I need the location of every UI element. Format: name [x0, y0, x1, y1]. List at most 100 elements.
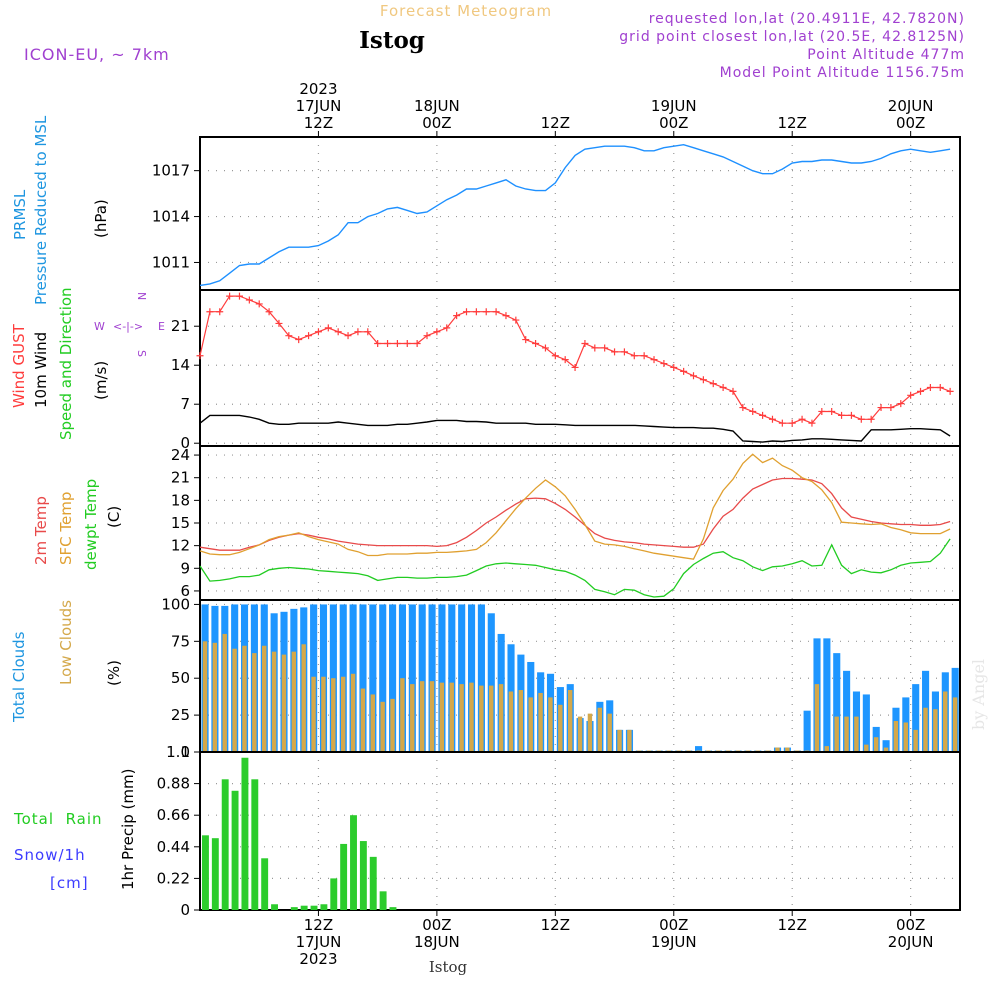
dewpoint-line: [199, 538, 951, 598]
gust-marker: [640, 352, 648, 360]
clouds-ytick-label: 25: [171, 706, 190, 724]
bottom-time-label: 00Z: [422, 916, 451, 934]
low-cloud-bar: [864, 744, 869, 752]
low-cloud-bar: [785, 747, 790, 752]
low-cloud-bar: [261, 645, 267, 752]
pressure-ytick-label: 1017: [152, 162, 190, 180]
rain-bar: [290, 907, 298, 910]
gust-marker: [413, 339, 421, 347]
temperature-ytick-label: 9: [180, 559, 190, 577]
gust-marker: [591, 344, 599, 352]
gust-marker: [522, 336, 530, 344]
gust-marker: [650, 356, 658, 364]
low-cloud-bar: [400, 678, 405, 752]
low-cloud-bar: [587, 713, 593, 752]
low-cloud-bar: [321, 676, 326, 752]
low-cloud-bar: [883, 747, 889, 752]
rain-bar: [300, 905, 308, 910]
temperature-ytick-label: 12: [171, 537, 190, 555]
gust-marker: [857, 415, 865, 423]
low-cloud-bar: [469, 682, 474, 752]
model-altitude: Model Point Altitude 1156.75m: [720, 65, 965, 81]
product-title: Forecast Meteogram: [380, 2, 552, 20]
gust-marker: [690, 372, 698, 380]
gust-marker: [226, 292, 234, 300]
total-cloud-bar: [448, 604, 456, 752]
precipitation-panel: 0 0.22 0.44 0.66 0.88 1.1: [157, 743, 961, 919]
gust-marker: [344, 332, 352, 340]
low-cloud-bar: [567, 690, 573, 752]
compass-west: W: [94, 320, 105, 333]
low-cloud-bar: [212, 642, 218, 752]
gust-marker: [946, 387, 954, 395]
clouds-label-low: Low Clouds: [57, 600, 75, 685]
total-cloud-bar: [379, 604, 387, 752]
total-cloud-bar: [843, 670, 851, 752]
pressure-panel: 1011 1014 1017: [152, 136, 961, 291]
top-time-label: 2023: [299, 80, 337, 98]
gust-marker: [630, 352, 638, 360]
gust-marker: [778, 419, 786, 427]
gust-marker: [255, 300, 263, 308]
rain-bar: [330, 878, 338, 910]
low-cloud-bar: [410, 684, 415, 752]
pressure-label-prmsl: PRMSL: [11, 189, 29, 240]
clouds-label-total: Total Clouds: [10, 631, 28, 723]
low-cloud-bar: [390, 698, 395, 752]
gust-marker: [936, 384, 944, 391]
gust-marker: [541, 344, 549, 352]
top-time-label: 12Z: [778, 114, 807, 132]
gust-marker: [453, 312, 461, 320]
wind-label-gust: Wind GUST: [10, 323, 28, 408]
low-cloud-bar: [380, 701, 385, 752]
low-cloud-bar: [232, 648, 237, 752]
gust-marker: [887, 404, 895, 412]
low-cloud-bar: [597, 707, 602, 752]
bottom-time-label: 12Z: [778, 916, 807, 934]
low-cloud-bar: [923, 707, 928, 752]
top-time-label: 00Z: [659, 114, 688, 132]
gust-marker: [847, 411, 855, 419]
low-cloud-bar: [844, 716, 849, 752]
bottom-time-label: 20JUN: [888, 933, 934, 951]
pressure-ytick-label: 1011: [152, 253, 190, 271]
gust-marker: [502, 312, 510, 320]
rain-bar: [359, 841, 367, 910]
rain-bar: [251, 779, 259, 910]
location-title: Istog: [359, 27, 425, 54]
low-cloud-bar: [775, 747, 780, 752]
low-cloud-bar: [439, 682, 445, 752]
gust-marker: [601, 344, 609, 352]
low-cloud-bar: [252, 653, 257, 752]
total-cloud-bar: [428, 604, 436, 752]
gust-marker: [275, 319, 283, 327]
gust-marker: [285, 332, 293, 340]
rain-bar: [310, 905, 318, 910]
precipitation-frame: [199, 751, 961, 911]
rain-bar: [340, 843, 348, 910]
gust-marker: [759, 411, 767, 419]
wind-ytick-label: 0: [180, 434, 190, 452]
clouds-ytick-label: 50: [171, 669, 190, 687]
low-cloud-bar: [538, 692, 543, 752]
rain-bar: [261, 858, 269, 910]
gust-marker: [295, 336, 303, 344]
total-cloud-bar: [803, 710, 811, 752]
rain-bar: [379, 891, 387, 910]
low-cloud-bar: [311, 676, 316, 752]
bottom-time-label: 17JUN: [296, 933, 342, 951]
total-cloud-bar: [477, 604, 485, 752]
rain-bar: [241, 757, 249, 910]
gust-marker: [828, 407, 836, 415]
gust-marker: [403, 339, 411, 347]
gust-marker: [719, 384, 727, 391]
compass-rose: W <-|-> E N S: [94, 292, 165, 357]
legend-snow-unit: [cm]: [50, 874, 89, 892]
low-cloud-bar: [548, 697, 553, 752]
clouds-panel: 0 25 50 75 100: [161, 595, 961, 761]
wind-label-speed: Speed and Direction: [57, 287, 75, 440]
panels: 1011101410170714216912151821240255075100…: [152, 136, 961, 919]
temperature-panel: 6 9 12 15 18 21 24: [171, 445, 961, 601]
precip-axis-label: 1hr Precip (mm): [119, 769, 137, 890]
rain-bar: [221, 779, 229, 910]
